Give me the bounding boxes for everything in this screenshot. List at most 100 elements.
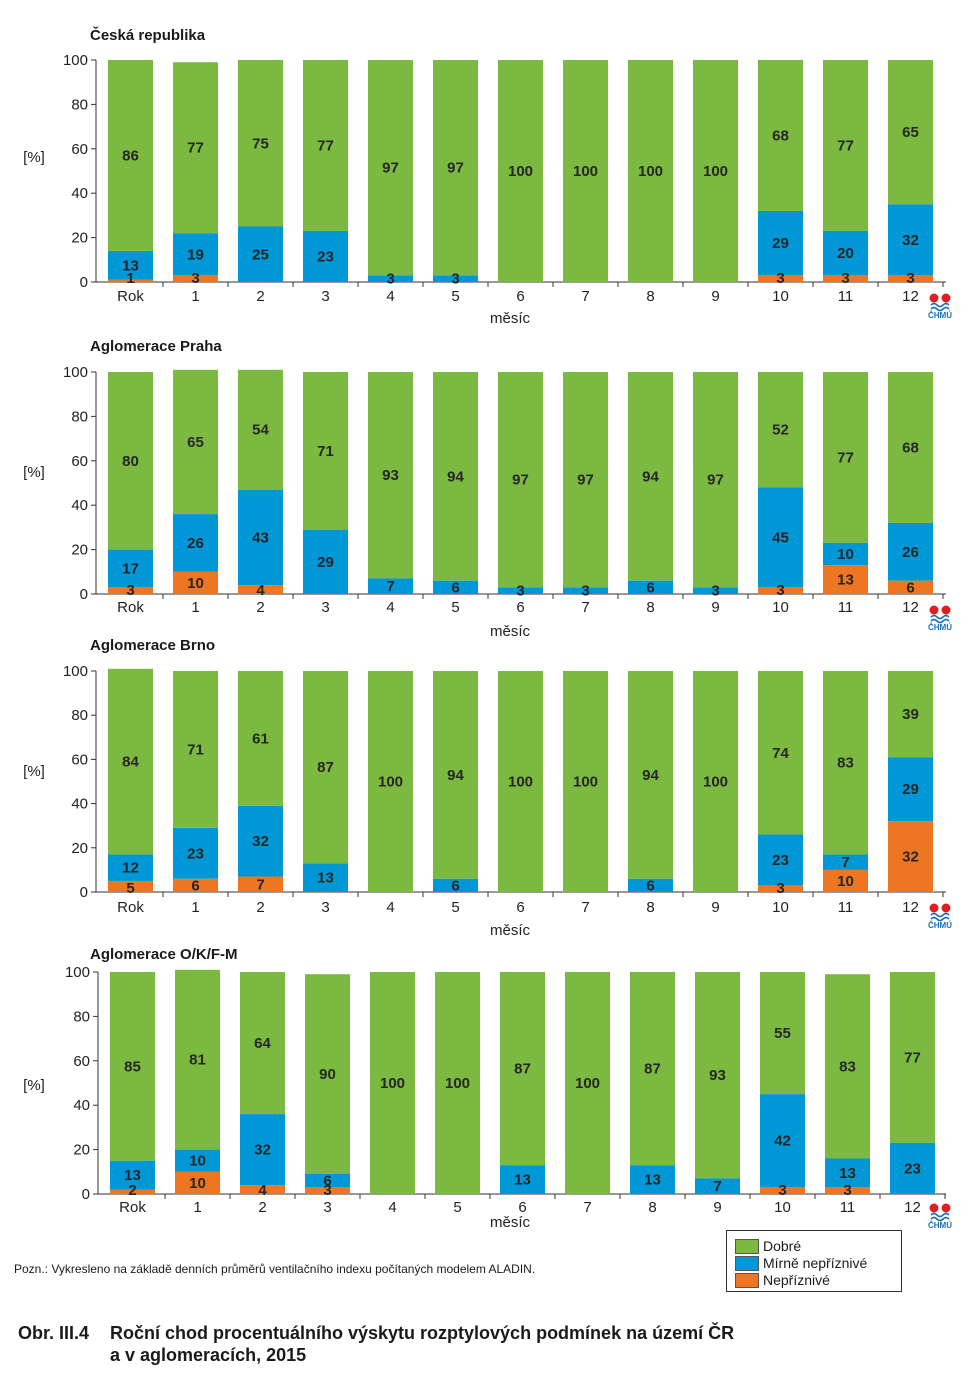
bar-segment-mirne	[628, 580, 673, 594]
data-label: 29	[902, 781, 919, 798]
logo-text: ČHMÚ	[928, 311, 952, 320]
bar-segment-neprizive	[758, 885, 803, 892]
bar-segment-dobre	[563, 372, 608, 588]
bar-segment-mirne	[630, 1165, 675, 1194]
x-tick-label: 11	[838, 288, 854, 305]
y-tick-label: 80	[73, 1008, 90, 1025]
bar-segment-mirne	[888, 522, 933, 581]
data-label: 6	[191, 877, 199, 894]
bar-segment-mirne	[368, 275, 413, 282]
caption-line-1: Roční chod procentuálního výskytu rozpty…	[110, 1323, 735, 1343]
y-tick-label: 40	[71, 497, 88, 514]
data-label: 39	[902, 706, 919, 723]
bar-segment-mirne	[758, 487, 803, 588]
y-tick-label: 20	[71, 230, 88, 247]
data-label: 3	[841, 270, 849, 287]
data-label: 94	[447, 767, 464, 784]
x-tick-label: 6	[516, 288, 524, 305]
data-label: 52	[772, 422, 789, 439]
bar-segment-mirne	[758, 834, 803, 886]
data-label: 3	[711, 583, 719, 600]
logo-text: ČHMÚ	[928, 921, 952, 930]
y-tick-label: 0	[82, 1186, 90, 1203]
data-label: 32	[252, 833, 269, 850]
x-tick-label: 11	[838, 899, 854, 916]
x-tick-label: 12	[902, 899, 919, 916]
y-tick-label: 100	[63, 663, 88, 680]
logo-dot-left	[929, 903, 939, 913]
data-label: 100	[508, 774, 533, 791]
data-label: 7	[841, 854, 849, 871]
x-tick-label: 12	[904, 1199, 921, 1216]
x-tick-label: 8	[646, 599, 654, 616]
data-label: 3	[451, 271, 459, 288]
data-label: 23	[772, 852, 789, 869]
bar-segment-dobre	[368, 671, 413, 892]
x-tick-label: 9	[711, 599, 719, 616]
data-label: 23	[904, 1160, 921, 1177]
bar-segment-mirne	[173, 233, 218, 276]
x-tick-label: 11	[840, 1199, 856, 1216]
bar-segment-mirne	[238, 805, 283, 877]
bar-segment-dobre	[240, 972, 285, 1115]
x-axis-label: měsíc	[490, 310, 531, 327]
data-label: 100	[508, 163, 533, 180]
y-axis-label: [%]	[23, 763, 45, 780]
logo-wave-2	[930, 618, 950, 624]
bar-segment-dobre	[108, 372, 153, 550]
chart-panel-3: Aglomerace Brno020406080100[%]51284Rok62…	[23, 637, 952, 939]
data-label: 93	[709, 1067, 726, 1084]
data-label: 100	[703, 774, 728, 791]
y-axis-label: [%]	[23, 464, 45, 481]
bar-segment-mirne	[693, 587, 738, 594]
data-label: 3	[191, 270, 199, 287]
data-label: 68	[902, 439, 919, 456]
data-label: 100	[573, 774, 598, 791]
bar-segment-neprizive	[173, 571, 218, 594]
bar-segment-dobre	[758, 372, 803, 488]
data-label: 13	[514, 1172, 531, 1189]
data-label: 83	[837, 755, 854, 772]
bar-segment-dobre	[303, 372, 348, 530]
bar-segment-mirne	[890, 1142, 935, 1194]
y-tick-label: 0	[80, 884, 88, 901]
data-label: 13	[122, 257, 139, 274]
bar-segment-mirne	[825, 1158, 870, 1188]
data-label: 42	[774, 1133, 791, 1150]
x-tick-label: 2	[258, 1199, 266, 1216]
bar-segment-dobre	[500, 972, 545, 1166]
y-tick-label: 100	[63, 364, 88, 381]
logo-dot-right	[941, 293, 951, 303]
logo-wave-1	[930, 614, 950, 620]
data-label: 4	[258, 1182, 267, 1199]
bar-segment-neprizive	[108, 279, 153, 282]
bar-segment-dobre	[888, 671, 933, 758]
bar-segment-mirne	[823, 230, 868, 276]
bar-segment-dobre	[823, 671, 868, 855]
y-axis-label: [%]	[23, 149, 45, 166]
bar-segment-mirne	[500, 1165, 545, 1194]
data-label: 3	[776, 880, 784, 897]
x-tick-label: 5	[451, 599, 459, 616]
data-label: 100	[445, 1075, 470, 1092]
bar-segment-mirne	[175, 1149, 220, 1172]
bar-segment-mirne	[238, 489, 283, 586]
data-label: 26	[902, 544, 919, 561]
data-label: 13	[644, 1172, 661, 1189]
bar-segment-mirne	[888, 757, 933, 822]
data-label: 64	[254, 1035, 271, 1052]
data-label: 97	[577, 472, 594, 489]
bar-segment-mirne	[108, 250, 153, 280]
data-label: 100	[380, 1075, 405, 1092]
x-tick-label: 4	[386, 899, 394, 916]
bar-segment-dobre	[498, 671, 543, 892]
bar-segment-mirne	[303, 529, 348, 594]
bar-segment-dobre	[693, 671, 738, 892]
data-label: 77	[904, 1049, 921, 1066]
data-label: 1	[126, 270, 134, 287]
data-label: 7	[713, 1178, 721, 1195]
bar-segment-neprizive	[888, 580, 933, 594]
bar-segment-mirne	[823, 542, 868, 566]
legend-label-dobre: Dobré	[763, 1238, 802, 1254]
bar-segment-dobre	[303, 671, 348, 864]
